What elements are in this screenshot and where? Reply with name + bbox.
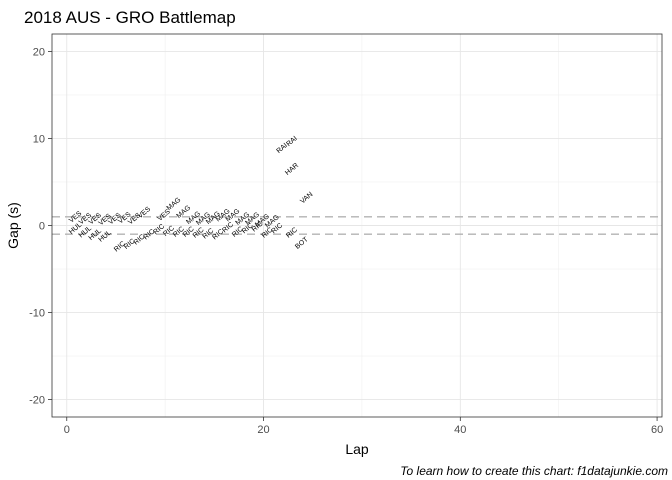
y-tick-label: -20	[29, 395, 45, 407]
x-axis-ticks: 0 20 40 60	[64, 417, 663, 436]
y-axis-ticks: -20 -10 0 10 20	[29, 46, 52, 407]
chart-title: 2018 AUS - GRO Battlemap	[24, 8, 236, 27]
y-tick-label: 20	[33, 46, 45, 58]
y-tick-label: 0	[39, 221, 45, 233]
reference-lines	[52, 216, 662, 235]
x-tick-label: 60	[651, 424, 663, 436]
x-tick-label: 0	[64, 424, 70, 436]
x-tick-label: 20	[257, 424, 269, 436]
y-tick-label: 10	[33, 133, 45, 145]
y-axis-title: Gap (s)	[5, 202, 21, 249]
x-tick-label: 40	[454, 424, 466, 436]
x-axis-title: Lap	[345, 441, 369, 457]
chart-caption: To learn how to create this chart: f1dat…	[400, 464, 668, 478]
y-tick-label: -10	[29, 308, 45, 320]
major-gridlines	[52, 34, 662, 417]
